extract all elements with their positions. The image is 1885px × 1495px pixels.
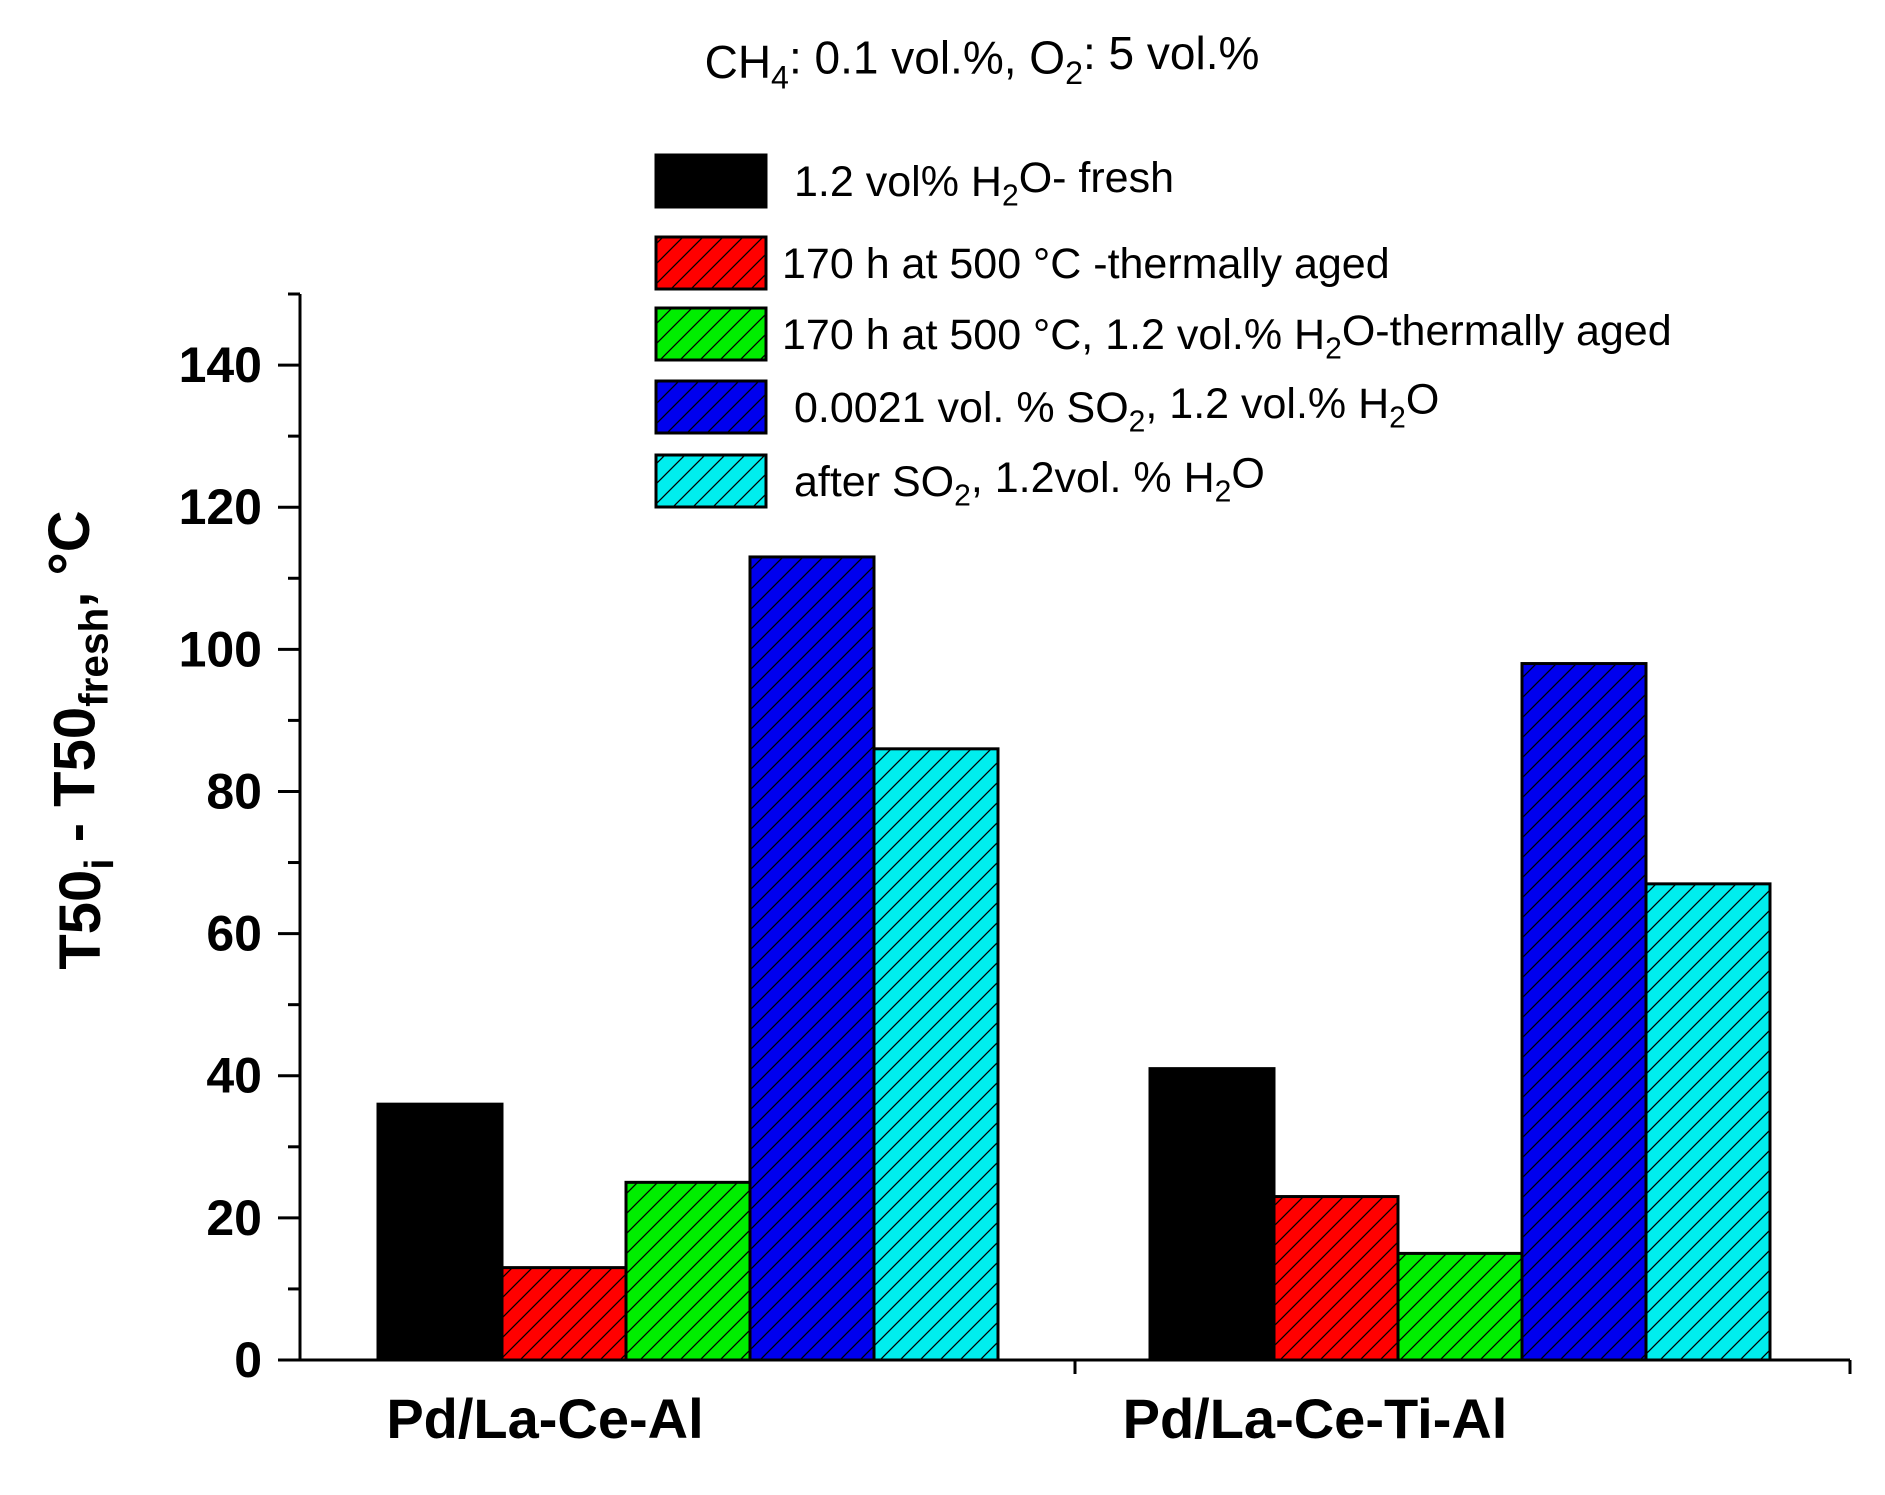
legend-swatch-hatch [656,381,766,433]
chart-title: CH4: 0.1 vol.%, O2: 5 vol.% [705,27,1260,95]
legend-label: 0.0021 vol. % SO2, 1.2 vol.% H2O [794,376,1439,439]
legend-swatch-hatch [656,308,766,360]
y-tick-label: 40 [206,1048,262,1104]
y-tick-label: 100 [179,621,262,677]
legend-swatch-hatch [656,455,766,507]
axes: 0 20 40 60 80 100 120 140 Pd/La-Ce-Al Pd/La-Ce-Ti… [179,292,1852,1450]
y-axis-label-text: T50i - T50fresh, °C [37,510,122,969]
y-tick-label: 20 [206,1190,262,1246]
legend: 1.2 vol% H2O- fresh 170 h at 500 °C -ther… [654,153,1672,513]
bar [376,1102,504,1362]
legend-label: 170 h at 500 °C -thermally aged [782,240,1390,288]
x-tick-label: Pd/La-Ce-Al [386,1387,703,1450]
bar-hatch [1646,883,1770,1360]
legend-label: 170 h at 500 °C, 1.2 vol.% H2O-thermally… [782,307,1672,366]
legend-swatch [654,153,768,209]
y-axis-label: T50i - T50fresh, °C [37,510,122,969]
bar-hatch [626,1182,750,1360]
bar-hatch [1274,1196,1398,1360]
legend-label: after SO2, 1.2vol. % H2O [794,450,1265,513]
bars-group [376,555,1772,1362]
y-tick-label: 0 [234,1332,262,1388]
chart-title-text: CH4: 0.1 vol.%, O2: 5 vol.% [705,27,1260,95]
y-tick-label: 140 [179,337,262,393]
x-tick-label: Pd/La-Ce-Ti-Al [1123,1387,1508,1450]
legend-swatch-hatch [656,237,766,289]
bar-hatch [1522,663,1646,1360]
y-tick-label: 80 [206,763,262,819]
bar-hatch [874,748,998,1360]
bar-hatch [502,1267,626,1360]
y-tick-label: 120 [179,479,262,535]
bar-hatch [750,556,874,1360]
y-tick-label: 60 [206,906,262,962]
bar [1148,1067,1276,1362]
legend-label: 1.2 vol% H2O- fresh [794,154,1174,213]
bar-hatch [1398,1253,1522,1360]
